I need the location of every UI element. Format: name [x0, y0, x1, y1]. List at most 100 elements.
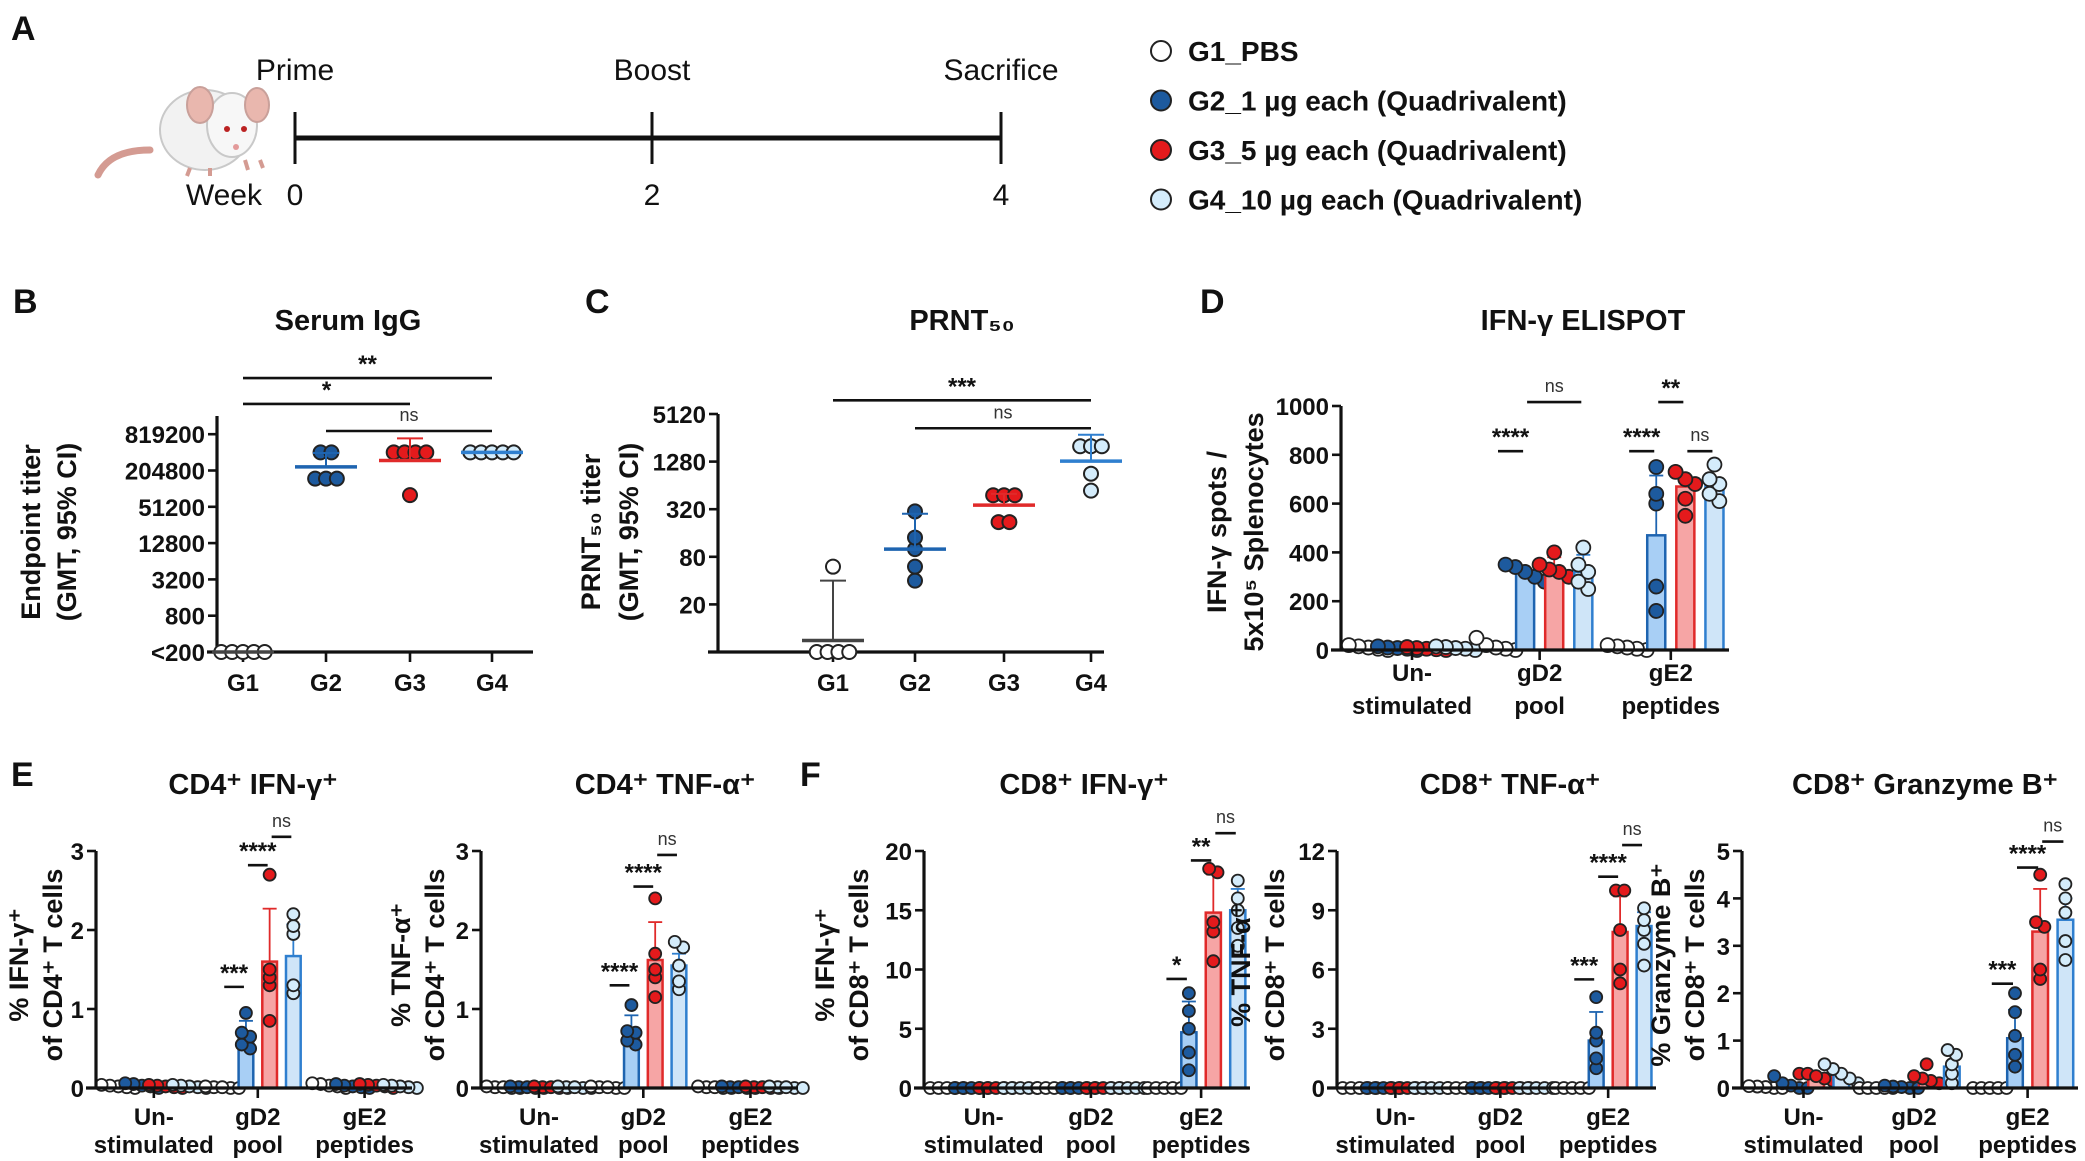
bar: [1180, 1031, 1198, 1090]
significance-label: ns: [1690, 425, 1709, 445]
series-g2: [620, 998, 643, 1090]
panel-e1-chart: CD4⁺ IFN-γ⁺ % IFN-γ⁺ of CD4⁺ T cells Un-sti…: [4, 769, 424, 1159]
x-category-label: stimulated: [924, 1132, 1044, 1159]
panel-letter-e: E: [11, 756, 34, 794]
data-point: [907, 572, 923, 589]
y-axis-label: % IFN-γ⁺: [4, 908, 34, 1021]
series-g4: [2056, 877, 2075, 1090]
data-point: [2058, 953, 2073, 967]
data-point: [1181, 1045, 1196, 1060]
data-point: [1083, 482, 1099, 499]
data-point: [1181, 1021, 1196, 1036]
data-point: [1701, 471, 1718, 488]
chart-title: CD4⁺ TNF-α⁺: [575, 769, 756, 801]
significance-label: ****: [1589, 850, 1627, 877]
data-point: [262, 1013, 277, 1028]
data-point: [2058, 905, 2073, 920]
legend: G1_PBS G2_1 µg each (Quadrivalent) G3_5 µg…: [1150, 36, 1582, 216]
data-point: [1589, 1025, 1604, 1040]
x-category-label: gE2: [2006, 1104, 2050, 1131]
data-point: [2008, 1047, 2022, 1062]
x-category-label: peptides: [315, 1132, 414, 1159]
data-point: [648, 891, 663, 906]
data-point: [1613, 923, 1628, 937]
significance-label: ***: [1988, 957, 2017, 984]
y-tick-label: 204800: [125, 459, 205, 486]
data-point: [2008, 986, 2022, 1001]
x-tick-label: G2: [310, 670, 342, 697]
y-tick-label: 1: [71, 997, 84, 1024]
y-tick-label: 20: [679, 592, 706, 619]
data-point: [1767, 1069, 1782, 1084]
chart-title: Serum IgG: [275, 305, 422, 337]
panel-a-timeline: Prime 0 Boost 2 Sacrifice 4 Week: [186, 54, 1059, 212]
x-category-label: pool: [1475, 1132, 1526, 1159]
timeline-week-number: 2: [644, 179, 661, 212]
x-category-label: pool: [1889, 1132, 1940, 1159]
x-category-label: Un-: [964, 1104, 1004, 1131]
y-tick-label: 0: [1316, 638, 1329, 665]
data-point: [286, 978, 301, 993]
data-point: [672, 958, 686, 973]
data-point: [234, 1025, 249, 1040]
significance-label: ns: [272, 811, 291, 831]
x-category-label: gD2: [1068, 1104, 1113, 1131]
series-g2: [295, 444, 357, 487]
data-point: [1546, 544, 1563, 561]
x-category-label: peptides: [1559, 1132, 1658, 1159]
bar: [1704, 482, 1725, 652]
data-point: [1230, 891, 1245, 906]
data-point: [825, 558, 841, 575]
data-point: [1570, 556, 1587, 573]
series-g3: [1202, 861, 1225, 1090]
data-point: [1677, 490, 1694, 507]
data-point: [1206, 915, 1221, 929]
data-point: [2029, 915, 2043, 929]
y-tick-label: 800: [1289, 443, 1329, 470]
legend-marker-g1: [1150, 40, 1172, 62]
series-g2: [2005, 986, 2025, 1090]
panel-c-chart: PRNT₅₀ PRNT₅₀ titer (GMT, 95% CI) 20 80 320 12…: [576, 305, 1122, 697]
y-tick-label: 3: [71, 839, 84, 866]
timeline-event-label: Sacrifice: [943, 54, 1058, 87]
series-g4: [1701, 456, 1728, 652]
significance-label: *: [322, 377, 332, 404]
y-tick-label: 0: [71, 1076, 84, 1103]
panel-letter-b: B: [13, 283, 38, 321]
y-tick-label: 2: [71, 918, 84, 945]
significance-label: ns: [399, 405, 418, 425]
y-tick-label: 12: [1298, 839, 1325, 866]
y-axis-label: of CD4⁺ T cells: [420, 869, 450, 1062]
data-point: [1589, 1051, 1604, 1066]
panel-f2-chart: CD8⁺ TNF-α⁺ % TNF-α⁺ of CD8⁺ T cells Un-sti…: [1226, 769, 1657, 1159]
x-tick-label: G3: [988, 670, 1020, 697]
y-tick-label: 819200: [125, 422, 205, 449]
data-point: [1907, 1069, 1921, 1084]
significance-label: ***: [948, 373, 977, 400]
x-category-label: gE2: [1179, 1104, 1223, 1131]
data-point: [672, 974, 686, 989]
significance-label: ****: [239, 838, 277, 865]
significance-label: ns: [1545, 376, 1564, 396]
x-category-label: gD2: [1891, 1104, 1936, 1131]
data-point: [1706, 456, 1723, 473]
timeline-week-number: 0: [287, 179, 304, 212]
data-point: [667, 934, 682, 949]
data-point: [1497, 556, 1514, 573]
y-tick-label: 2: [1717, 981, 1730, 1008]
timeline-event-label: Prime: [256, 54, 334, 87]
y-tick-label: 600: [1289, 492, 1329, 519]
data-point: [1940, 1043, 1955, 1057]
x-category-label: gE2: [728, 1104, 772, 1131]
category-group: gD2 pool: [1468, 539, 1597, 720]
series-g2: [234, 1006, 258, 1090]
x-category-label: Un-: [1392, 660, 1432, 687]
y-tick-label: 12800: [138, 531, 205, 558]
data-point: [1093, 438, 1110, 455]
series-g3: [1609, 883, 1632, 1090]
x-tick-label: G4: [1075, 670, 1108, 697]
data-point: [1589, 990, 1604, 1005]
y-tick-label: 320: [666, 497, 706, 524]
x-category-label: gD2: [621, 1104, 666, 1131]
